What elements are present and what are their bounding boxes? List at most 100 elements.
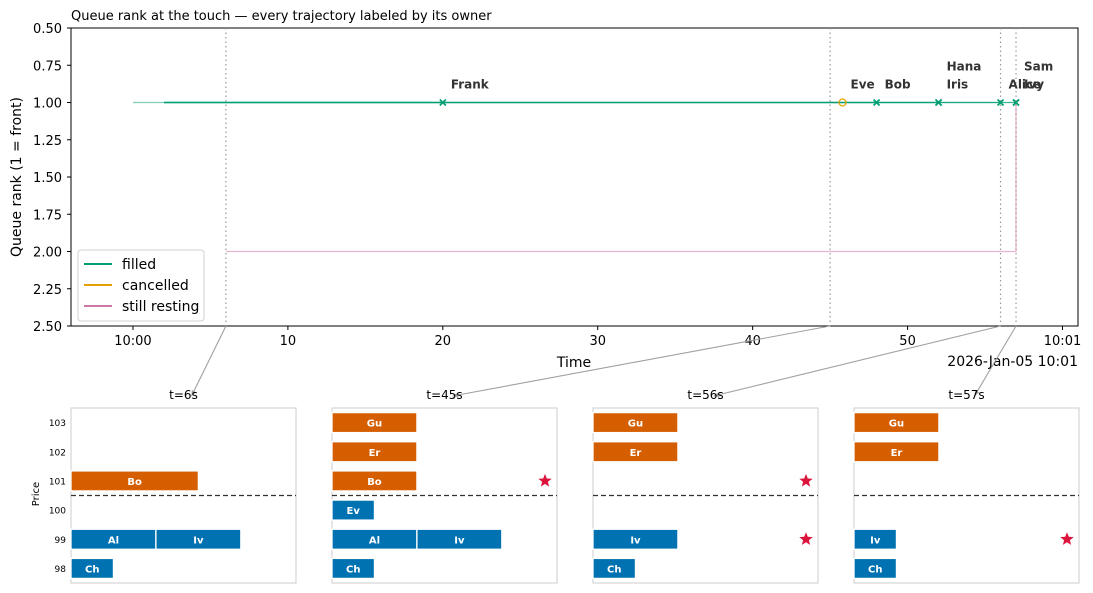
snapshot-connector-head — [191, 390, 196, 396]
chart-title: Queue rank at the touch — every trajecto… — [71, 9, 492, 24]
order-label: Bo — [367, 477, 382, 488]
order-label: Ch — [85, 564, 99, 575]
price-tick-label: 103 — [49, 419, 66, 429]
snapshot-panel: t=56s Gu Er Iv Ch — [592, 388, 819, 584]
snapshot-title: t=57s — [948, 388, 984, 402]
y-tick-label: 2.50 — [33, 320, 62, 335]
order-bar — [331, 441, 418, 463]
fill-star — [799, 532, 813, 545]
order-bar — [853, 441, 940, 463]
x-tick-label: 40 — [744, 334, 761, 349]
owner-label-iris: Iris — [947, 78, 969, 92]
order-label: Ev — [347, 506, 361, 517]
order-label: Ch — [868, 564, 882, 575]
owner-label-ivy: Ivy — [1024, 78, 1044, 92]
series-marker-eve — [838, 98, 847, 107]
order-bar — [592, 557, 637, 580]
order-label: Gu — [367, 419, 382, 430]
order-bar — [853, 528, 898, 550]
x-tick-label: 20 — [435, 334, 452, 349]
order-label: Al — [369, 535, 380, 546]
snapshot-connector — [191, 325, 227, 397]
order-label: Iv — [193, 535, 204, 546]
legend-box — [77, 249, 205, 322]
owner-label-frank: Frank — [451, 78, 490, 92]
snapshot-connector — [974, 325, 1017, 397]
snapshot-title: t=56s — [687, 388, 723, 402]
series-marker-frank — [439, 98, 447, 107]
order-bar — [853, 411, 940, 434]
price-tick-label: 98 — [55, 565, 67, 575]
order-bar — [331, 411, 418, 434]
snapshot-connector-head — [452, 392, 459, 398]
order-label: Bo — [127, 477, 142, 488]
x-axis-offset-label: 2026-Jan-05 10:01 — [947, 354, 1078, 370]
order-bar — [331, 470, 418, 492]
snapshot-panel: t=6s Bo Al Iv Ch — [70, 388, 297, 584]
order-bar — [416, 528, 503, 550]
series-marker-sam — [1012, 98, 1020, 107]
series-line-iv — [225, 102, 1017, 253]
owner-label-eve: Eve — [851, 78, 875, 92]
series-marker-ivy — [996, 98, 1005, 107]
owner-label-alice: Alice — [1009, 78, 1042, 92]
order-label: Ch — [607, 564, 621, 575]
x-axis-ticks: 10:00 10 20 30 40 50 10:01 — [114, 326, 1081, 349]
x-tick-label: 10:00 — [114, 334, 151, 349]
owner-label-bob: Bob — [885, 78, 911, 92]
legend-label: cancelled — [122, 278, 189, 294]
main-plot-frame — [70, 27, 1079, 327]
marker-stroke — [1012, 98, 1020, 107]
marker-stroke — [439, 98, 447, 107]
snapshot-panel: t=45s Gu Er Bo Ev Al Iv Ch — [331, 388, 558, 584]
snapshot-connector-head — [974, 390, 980, 396]
order-bar — [331, 557, 376, 580]
y-tick-label: 2.25 — [33, 283, 62, 298]
snapshot-title: t=6s — [169, 388, 198, 402]
y-tick-label: 1.75 — [33, 208, 62, 223]
order-label: Er — [630, 448, 642, 459]
x-tick-label: 10 — [280, 334, 297, 349]
order-label: Er — [891, 448, 903, 459]
order-label: Iv — [454, 535, 465, 546]
fill-star — [538, 473, 552, 487]
y-tick-label: 0.75 — [33, 59, 62, 74]
order-label: Al — [108, 535, 119, 546]
legend: filled cancelled still resting — [77, 249, 205, 322]
x-axis-label: Time — [556, 355, 591, 371]
series-marker-bob — [873, 98, 881, 107]
series-lines — [133, 101, 1017, 253]
price-tick-label: 102 — [49, 448, 66, 458]
fill-star — [1060, 532, 1074, 545]
x-tick-label: 10:01 — [1044, 334, 1081, 349]
x-tick-label: 30 — [589, 334, 606, 349]
snapshot-connector — [713, 325, 1001, 397]
snapshot-time-lines — [225, 28, 1017, 326]
order-label: Gu — [628, 419, 643, 430]
order-bar — [70, 557, 115, 580]
marker-stroke — [935, 98, 943, 107]
y-tick-label: 2.00 — [33, 246, 62, 261]
price-axis-label: Price — [31, 482, 42, 506]
order-bar — [70, 470, 200, 492]
snapshot-connector — [452, 325, 831, 397]
price-axis: 103 102 101 100 99 98 Price — [31, 419, 66, 575]
snapshot-title: t=45s — [426, 388, 462, 402]
series-marker-hana — [935, 98, 943, 107]
owner-label-hana: Hana — [947, 60, 982, 74]
fill-star — [799, 473, 813, 487]
y-axis-label: Queue rank (1 = front) — [9, 97, 25, 257]
order-bar — [592, 441, 679, 463]
order-label: Er — [369, 448, 381, 459]
order-bar — [155, 528, 242, 550]
main-chart: Queue rank at the touch — every trajecto… — [9, 9, 1081, 371]
order-bar — [592, 411, 679, 434]
x-tick-label: 50 — [899, 334, 916, 349]
price-tick-label: 101 — [49, 477, 66, 487]
order-label: Ch — [346, 564, 360, 575]
order-bar — [592, 528, 679, 550]
owner-label-sam: Sam — [1024, 60, 1053, 74]
y-tick-label: 1.00 — [33, 97, 62, 112]
legend-label: still resting — [122, 299, 199, 315]
